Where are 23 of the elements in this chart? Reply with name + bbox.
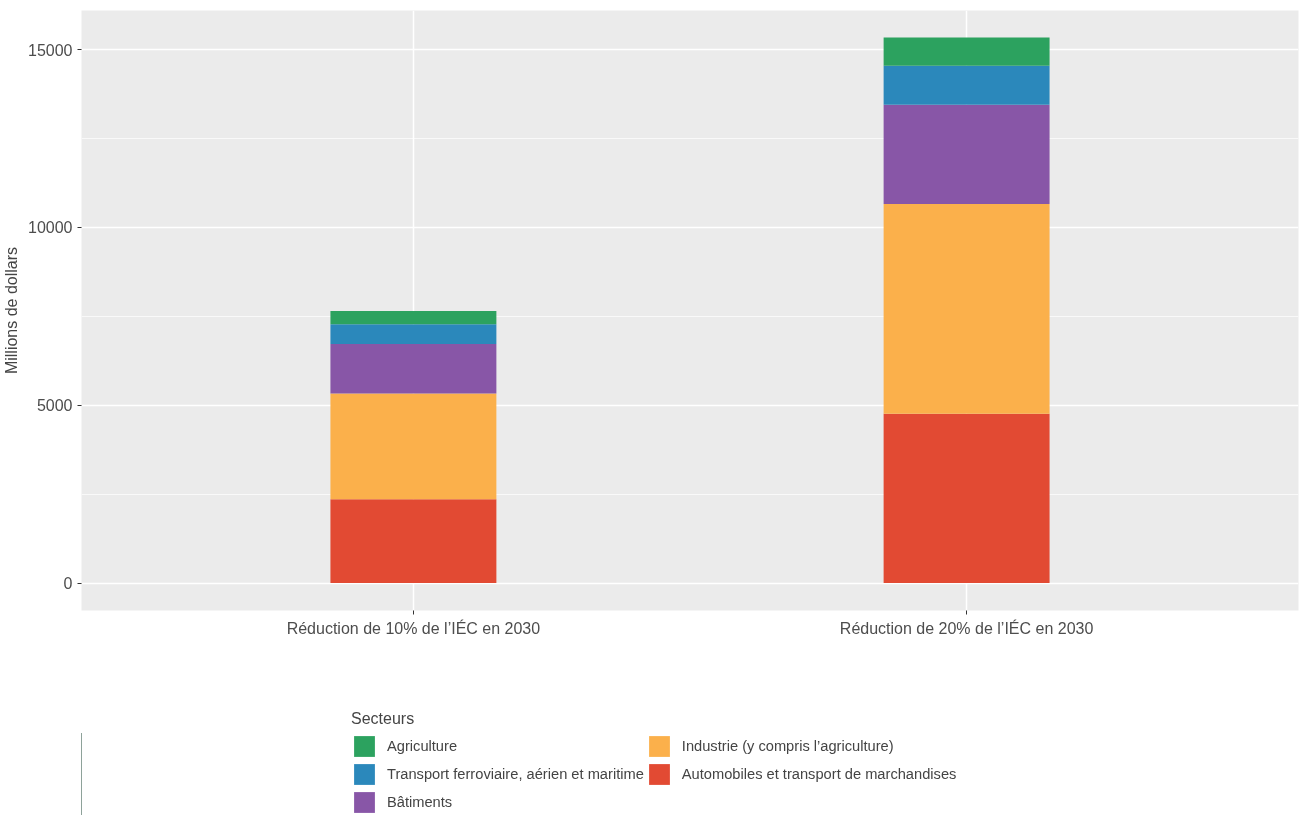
bar — [883, 203, 1050, 414]
bar — [883, 65, 1050, 105]
legend-label: Transport ferroviaire, aérien et maritime — [387, 766, 644, 782]
bar — [330, 499, 497, 584]
x-tick-label: Réduction de 10% de l’IÉC en 2030 — [286, 618, 541, 637]
x-tick-label: Réduction de 20% de l’IÉC en 2030 — [839, 618, 1094, 637]
legend-label: Bâtiments — [387, 794, 453, 810]
bar — [883, 37, 1050, 66]
bar — [330, 344, 497, 394]
bar — [330, 311, 497, 325]
legend-label: Automobiles et transport de marchandises — [681, 766, 957, 782]
y-tick-label: 15000 — [28, 41, 73, 59]
bar — [883, 413, 1050, 584]
bar — [330, 324, 497, 345]
bar — [330, 393, 497, 500]
y-tick-label: 10000 — [28, 219, 73, 237]
legend-label: Agriculture — [387, 738, 458, 754]
y-tick-label: 5000 — [36, 397, 73, 415]
legend-label: Industrie (y compris l’agriculture) — [681, 738, 894, 754]
bar — [883, 104, 1050, 204]
y-tick-label: 0 — [63, 575, 73, 593]
y-axis-title: Millions de dollars — [3, 246, 21, 375]
legend-title: Secteurs — [351, 710, 416, 728]
